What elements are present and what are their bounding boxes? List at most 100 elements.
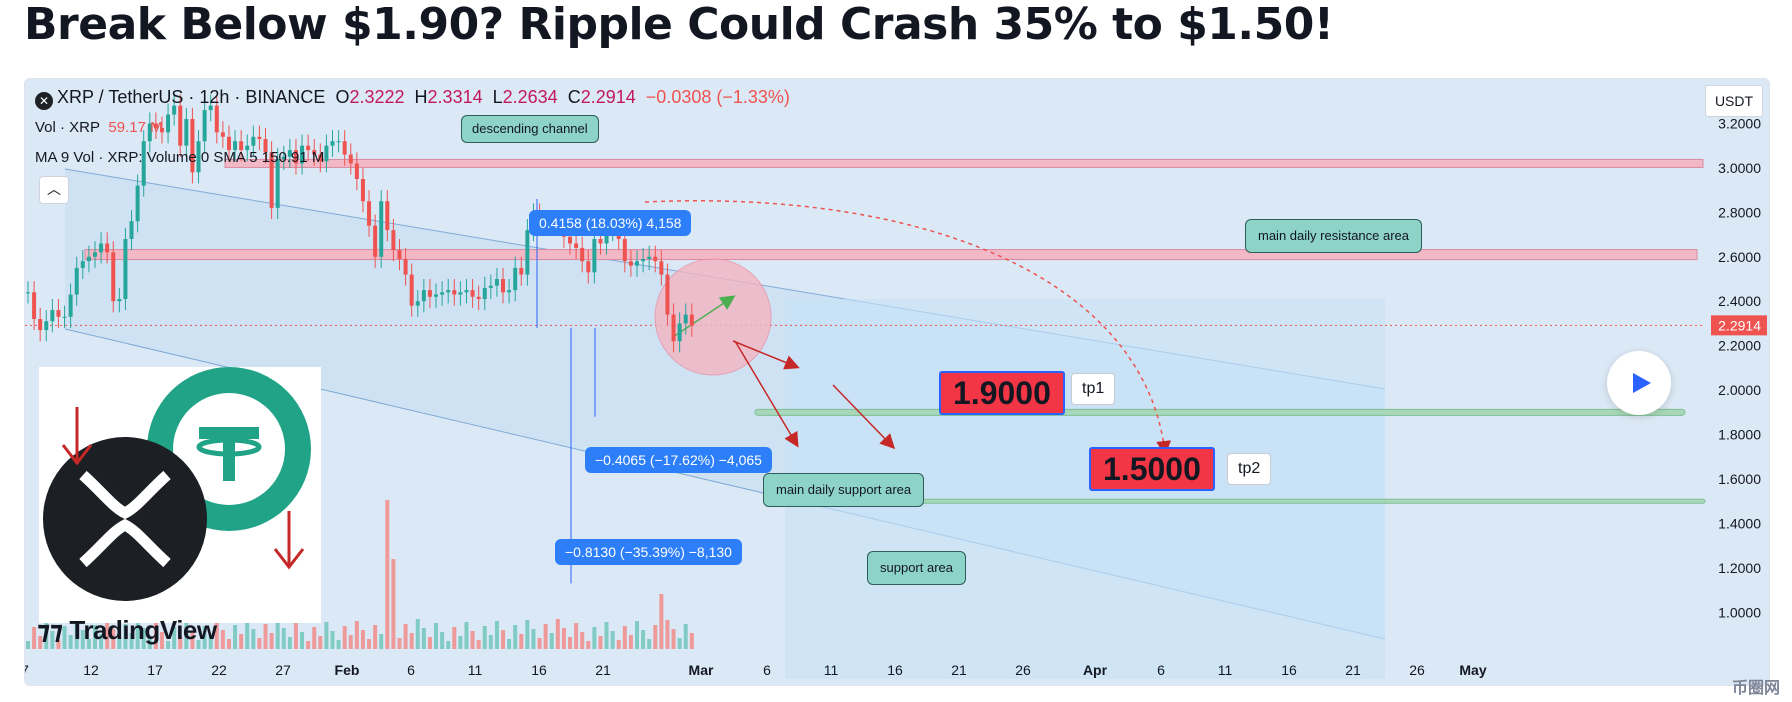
main-support-area-label[interactable]: main daily support area xyxy=(763,473,925,507)
low-value: 2.2634 xyxy=(502,87,558,107)
volume-bar xyxy=(141,628,146,649)
candle-body xyxy=(488,285,493,288)
volume-bar xyxy=(293,623,298,649)
candle-body xyxy=(135,185,140,222)
measure-down-1-label[interactable]: −0.4065 (−17.62%) −4,065 xyxy=(585,447,772,473)
volume-bar xyxy=(275,619,280,649)
currency-badge[interactable]: USDT xyxy=(1705,85,1763,117)
volume-bar xyxy=(80,630,85,649)
candle-body xyxy=(683,314,688,324)
candle-body xyxy=(80,261,85,268)
x-axis-label: 11 xyxy=(824,662,839,678)
candle-body xyxy=(190,119,195,173)
candle-body xyxy=(635,261,639,266)
target-price-1[interactable]: 1.9000 xyxy=(939,371,1065,415)
red-arrow-3 xyxy=(832,384,896,450)
candle-body xyxy=(300,145,305,164)
volume-bar xyxy=(135,619,140,649)
candle-body xyxy=(415,301,420,306)
candle-body xyxy=(348,154,353,164)
x-axis-label: 6 xyxy=(1157,662,1165,678)
volume-bar xyxy=(610,631,615,649)
play-button[interactable] xyxy=(1607,351,1671,415)
green-up-arrow xyxy=(672,295,736,338)
candle-body xyxy=(62,316,67,318)
volume-bar xyxy=(257,638,262,649)
volume-bar xyxy=(464,622,469,649)
volume-bar xyxy=(568,637,573,649)
candle-body xyxy=(482,287,487,299)
measure-down-2-label[interactable]: −0.8130 (−35.39%) −8,130 xyxy=(555,539,742,565)
candle-body xyxy=(373,225,378,257)
volume-bar xyxy=(653,625,658,649)
x-axis-label: 16 xyxy=(531,662,547,678)
descending-channel-label[interactable]: descending channel xyxy=(461,115,599,143)
article-headline: Break Below $1.90? Ripple Could Crash 35… xyxy=(24,0,1334,50)
price-chart[interactable]: 3.2000 3.0000 2.8000 2.6000 2.4000 2.2000 2.00… xyxy=(25,79,1769,685)
candle-body xyxy=(476,296,481,299)
target-price-2[interactable]: 1.5000 xyxy=(1089,447,1215,491)
volume-bar xyxy=(427,637,432,649)
x-axis-label: 12 xyxy=(83,662,99,678)
volume-bar xyxy=(342,626,347,649)
volume-bar xyxy=(312,627,317,649)
candle-body xyxy=(598,239,603,244)
volume-bar xyxy=(635,621,639,649)
y-axis-label: 1.2000 xyxy=(1718,560,1761,576)
xrp-logo-icon: ✕ xyxy=(35,92,53,110)
volume-bar xyxy=(166,641,171,649)
volume-bar xyxy=(105,620,110,649)
resistance-area-label[interactable]: main daily resistance area xyxy=(1245,219,1423,253)
support-area-label[interactable]: support area xyxy=(867,551,966,585)
candle-body xyxy=(275,159,280,208)
close-value: 2.2914 xyxy=(580,87,636,107)
candle-body xyxy=(367,201,372,226)
candle-body xyxy=(434,294,439,297)
volume-bar xyxy=(385,500,390,649)
x-axis-label: 21 xyxy=(595,662,611,678)
x-axis-label: 16 xyxy=(1281,662,1297,678)
candle-body xyxy=(324,145,329,162)
measure-up-label[interactable]: 0.4158 (18.03%) 4,158 xyxy=(529,210,692,236)
volume-bar xyxy=(689,633,694,649)
chart-panel[interactable]: 3.2000 3.0000 2.8000 2.6000 2.4000 2.2000 2.00… xyxy=(24,78,1770,686)
candle-body xyxy=(111,252,116,302)
candle-body xyxy=(32,292,37,319)
volume-bar xyxy=(434,623,439,649)
x-axis-label: 17 xyxy=(147,662,163,678)
volume-bar xyxy=(245,620,250,649)
candle-body xyxy=(159,127,164,133)
tp1-label[interactable]: tp1 xyxy=(1071,373,1116,405)
red-arrow-1 xyxy=(732,340,800,370)
volume-bar xyxy=(220,630,225,649)
ma-legend[interactable]: MA 9 Vol · XRP: Volume 0 SMA 5 150.91 M xyxy=(35,149,324,166)
volume-bar xyxy=(159,632,164,649)
candle-body xyxy=(74,267,79,295)
candle-body xyxy=(659,261,664,275)
x-axis-label: 21 xyxy=(1345,662,1361,678)
candle-body xyxy=(628,261,633,266)
candle-body xyxy=(665,274,670,315)
collapse-legend-button[interactable]: ︿ xyxy=(39,176,69,204)
ma-value: 150.91 M xyxy=(261,149,325,166)
tradingview-brand-text: TradingView xyxy=(69,615,217,645)
candle-body xyxy=(641,259,646,262)
reversal-zone-circle xyxy=(654,258,772,376)
volume-bar xyxy=(74,621,79,649)
volume-bar xyxy=(129,633,134,649)
volume-bar xyxy=(507,639,512,649)
close-label: C xyxy=(567,87,581,107)
x-axis-label: 27 xyxy=(275,662,291,678)
candle-body xyxy=(440,292,445,295)
y-axis-label: 1.8000 xyxy=(1718,427,1761,443)
symbol-name[interactable]: XRP / TetherUS · 12h · BINANCE xyxy=(57,87,326,107)
volume-legend[interactable]: Vol · XRP 59.17 M xyxy=(35,119,163,136)
tp2-label[interactable]: tp2 xyxy=(1227,453,1272,485)
volume-bar xyxy=(616,640,621,649)
volume-bar xyxy=(239,634,244,649)
candle-body xyxy=(257,136,262,139)
candle-body xyxy=(99,243,104,253)
candle-body xyxy=(269,152,274,208)
volume-bar xyxy=(671,629,676,649)
site-watermark: 币圈网 xyxy=(1731,680,1780,697)
